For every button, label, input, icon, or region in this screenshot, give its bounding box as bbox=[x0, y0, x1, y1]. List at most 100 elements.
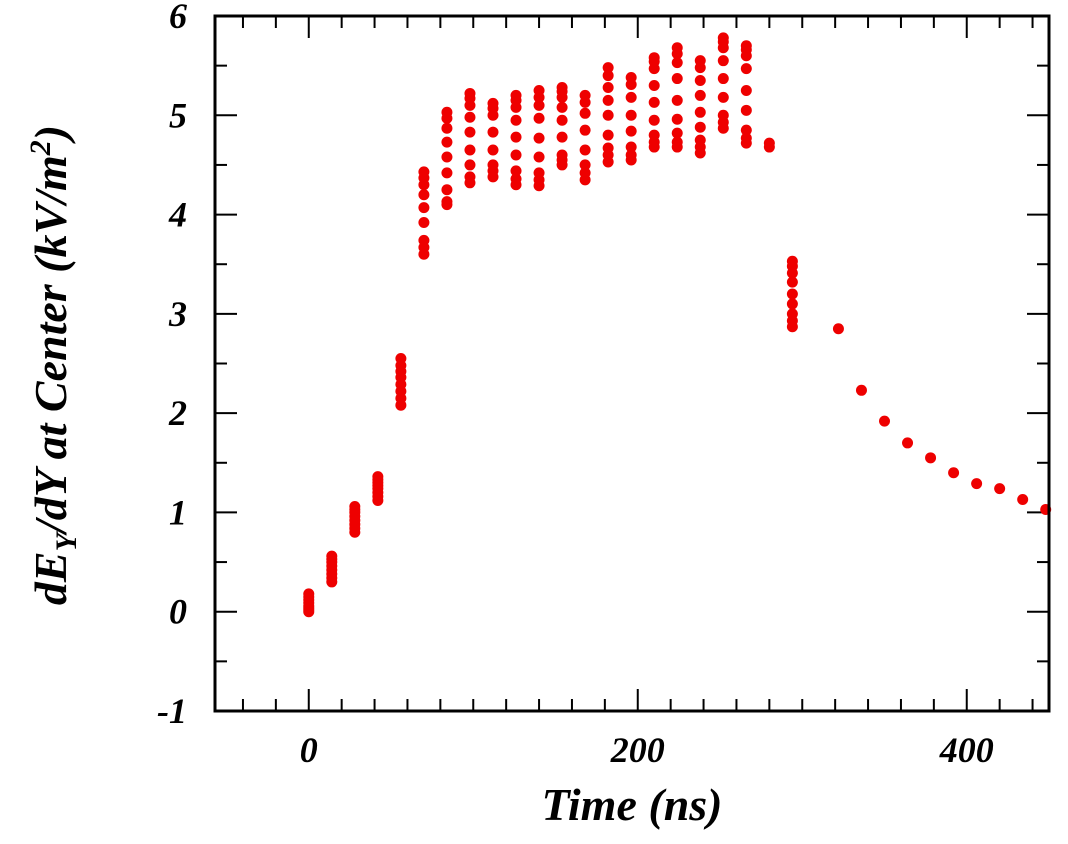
data-point bbox=[464, 144, 476, 156]
y-tick-label: 4 bbox=[168, 195, 187, 235]
data-point bbox=[487, 97, 499, 109]
data-point bbox=[694, 106, 706, 118]
data-point bbox=[948, 467, 960, 479]
data-point bbox=[671, 57, 683, 69]
y-tick-labels: -1 0 1 2 3 4 5 6 bbox=[157, 0, 187, 731]
data-point bbox=[602, 142, 614, 154]
data-point bbox=[510, 131, 522, 143]
y-axis-title-pre: dE bbox=[25, 551, 76, 605]
data-point bbox=[395, 353, 407, 365]
data-point bbox=[648, 52, 660, 64]
data-point bbox=[602, 81, 614, 93]
data-point bbox=[740, 124, 752, 136]
data-point bbox=[671, 94, 683, 106]
data-point bbox=[671, 113, 683, 125]
data-point bbox=[671, 127, 683, 139]
data-point bbox=[464, 87, 476, 99]
data-point bbox=[418, 217, 430, 229]
data-point bbox=[556, 149, 568, 161]
y-axis-title: dEY/dY at Center (kV/m2) bbox=[24, 125, 83, 605]
data-point bbox=[533, 84, 545, 96]
data-point bbox=[441, 122, 453, 134]
data-point bbox=[510, 114, 522, 126]
data-point bbox=[556, 81, 568, 93]
data-point bbox=[694, 75, 706, 87]
data-point bbox=[510, 149, 522, 161]
data-point bbox=[694, 55, 706, 67]
data-point bbox=[717, 73, 729, 85]
plot-frame bbox=[213, 14, 1051, 713]
data-point bbox=[625, 72, 637, 84]
data-point bbox=[602, 109, 614, 121]
data-point bbox=[740, 104, 752, 116]
data-point bbox=[487, 144, 499, 156]
y-axis-title-sub: Y bbox=[50, 530, 83, 551]
data-point bbox=[717, 55, 729, 67]
data-point bbox=[487, 159, 499, 171]
data-point bbox=[648, 80, 660, 91]
data-point bbox=[326, 550, 338, 562]
data-point bbox=[786, 298, 798, 310]
data-point bbox=[510, 173, 522, 185]
y-axis-title-post: ) bbox=[25, 125, 76, 144]
data-point bbox=[372, 471, 384, 483]
data-point bbox=[717, 109, 729, 121]
data-point bbox=[533, 112, 545, 124]
data-point bbox=[556, 131, 568, 143]
data-point bbox=[740, 63, 752, 75]
data-point bbox=[602, 129, 614, 141]
data-point bbox=[441, 184, 453, 196]
data-point bbox=[786, 308, 798, 320]
data-point bbox=[671, 42, 683, 54]
data-point bbox=[579, 124, 591, 136]
data-point bbox=[556, 101, 568, 113]
data-point bbox=[579, 159, 591, 171]
data-point bbox=[625, 149, 637, 161]
data-point bbox=[671, 73, 683, 85]
data-point bbox=[464, 159, 476, 171]
y-tick-label: -1 bbox=[157, 691, 187, 731]
data-point bbox=[625, 109, 637, 121]
data-point bbox=[533, 151, 545, 163]
data-point bbox=[579, 107, 591, 119]
y-axis-title-sup: 2 bbox=[24, 140, 57, 156]
y-tick-label: 0 bbox=[169, 592, 187, 632]
data-point bbox=[625, 125, 637, 137]
data-point bbox=[971, 478, 983, 490]
data-point bbox=[694, 121, 706, 133]
data-point bbox=[441, 167, 453, 179]
data-point bbox=[418, 189, 430, 201]
data-point bbox=[418, 166, 430, 178]
data-point bbox=[717, 32, 729, 44]
data-point bbox=[602, 62, 614, 74]
y-tick-label: 1 bbox=[169, 492, 187, 532]
data-point bbox=[879, 415, 891, 427]
y-axis-title-mid: /dY at Center (kV/m bbox=[25, 155, 76, 536]
data-points bbox=[303, 32, 1052, 618]
x-tick-label: 400 bbox=[939, 730, 994, 770]
data-point bbox=[786, 255, 798, 267]
data-point bbox=[533, 132, 545, 144]
data-point bbox=[303, 588, 315, 600]
y-tick-label: 3 bbox=[168, 294, 187, 334]
data-point bbox=[510, 89, 522, 101]
data-point bbox=[671, 136, 683, 148]
data-point bbox=[994, 483, 1006, 495]
data-point bbox=[717, 91, 729, 103]
data-point bbox=[464, 111, 476, 123]
x-axis-title: Time (ns) bbox=[542, 779, 723, 830]
data-point bbox=[579, 144, 591, 156]
data-point bbox=[648, 114, 660, 126]
data-point bbox=[832, 323, 844, 335]
data-point bbox=[855, 384, 867, 396]
data-point bbox=[441, 196, 453, 208]
data-point bbox=[694, 134, 706, 146]
data-point bbox=[786, 288, 798, 300]
data-point bbox=[441, 151, 453, 163]
data-point bbox=[533, 167, 545, 179]
minor-ticks bbox=[215, 16, 1049, 711]
x-tick-label: 0 bbox=[300, 730, 318, 770]
y-tick-label: 2 bbox=[168, 393, 187, 433]
data-point bbox=[648, 129, 660, 141]
x-tick-labels: 0 200 400 bbox=[300, 730, 994, 770]
